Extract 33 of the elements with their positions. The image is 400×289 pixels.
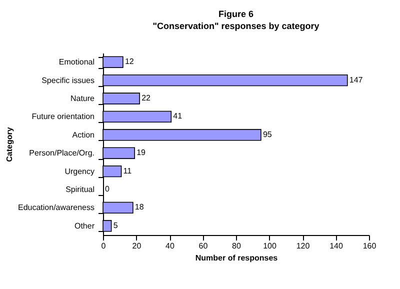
data-label: 5 bbox=[113, 220, 118, 230]
x-axis-title: Number of responses bbox=[195, 254, 278, 262]
y-tick-label: Nature bbox=[70, 94, 96, 103]
data-label: 12 bbox=[124, 57, 134, 66]
y-tick-label: Education/awareness bbox=[18, 203, 94, 212]
x-tick-label: 80 bbox=[232, 242, 242, 250]
y-tick-label: Person/Place/Org. bbox=[29, 148, 94, 158]
x-tick-label: 100 bbox=[263, 242, 277, 250]
y-tick-label: Action bbox=[72, 130, 94, 140]
data-label: 0 bbox=[105, 184, 110, 194]
y-tick-label: Other bbox=[74, 221, 95, 230]
chart-title: Figure 6 bbox=[218, 9, 254, 19]
x-tick-label: 160 bbox=[362, 242, 377, 250]
x-tick-label: 60 bbox=[198, 242, 208, 250]
data-label: 19 bbox=[136, 148, 146, 158]
y-tick-label: Urgency bbox=[64, 166, 94, 176]
x-tick-label: 20 bbox=[132, 242, 142, 250]
y-tick-label: Specific issues bbox=[42, 76, 94, 85]
data-label: 22 bbox=[142, 94, 152, 102]
x-tick-label: 140 bbox=[330, 242, 344, 250]
data-label: 18 bbox=[134, 202, 144, 212]
x-tick-label: 40 bbox=[166, 242, 175, 250]
data-label: 41 bbox=[173, 112, 183, 121]
x-tick-label: 0 bbox=[101, 242, 106, 250]
data-label: 95 bbox=[262, 130, 272, 139]
chart-subtitle: "Conservation" responses by category bbox=[152, 21, 320, 31]
x-tick-label: 120 bbox=[296, 242, 310, 250]
y-axis-title: Category bbox=[5, 126, 14, 162]
y-tick-label: Spiritual bbox=[66, 185, 95, 194]
y-tick-label: Emotional bbox=[58, 58, 95, 67]
y-tick-label: Future orientation bbox=[32, 112, 94, 122]
data-label: 147 bbox=[349, 75, 364, 84]
data-label: 11 bbox=[123, 166, 132, 176]
